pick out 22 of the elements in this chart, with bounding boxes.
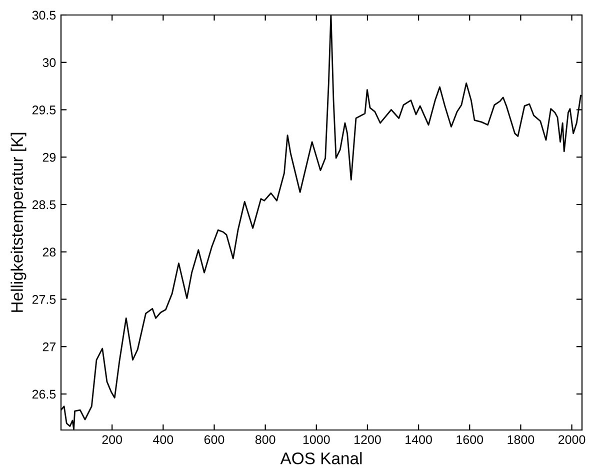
y-tick-label: 28	[42, 248, 56, 257]
y-tick-label: 28.5	[32, 200, 56, 210]
y-tick-label: 29	[42, 152, 56, 162]
x-tick-label: 200	[102, 435, 122, 444]
x-tick-label: 1000	[303, 435, 330, 444]
x-tick-label: 1600	[456, 435, 484, 444]
x-tick-label: 1400	[406, 435, 432, 444]
x-axis-title: AOS Kanal	[280, 452, 362, 464]
y-tick-label: 27	[42, 342, 56, 352]
y-tick-label: 29.5	[32, 106, 56, 114]
x-tick-label: 600	[204, 435, 224, 444]
y-tick-label: 27.5	[32, 295, 56, 304]
line-series	[61, 15, 582, 430]
x-tick-label: 1200	[354, 435, 381, 444]
x-tick-label: 400	[153, 435, 174, 444]
y-tick-label: 26.5	[32, 390, 56, 399]
y-tick-label: 30.5	[32, 10, 56, 20]
x-tick-label: 2000	[558, 435, 586, 444]
x-tick-label: 800	[255, 435, 276, 444]
y-tick-label: 30	[42, 58, 56, 68]
x-tick-label: 1800	[508, 435, 534, 444]
y-axis-title: Helligkeitstemperatur [K]	[10, 132, 26, 312]
